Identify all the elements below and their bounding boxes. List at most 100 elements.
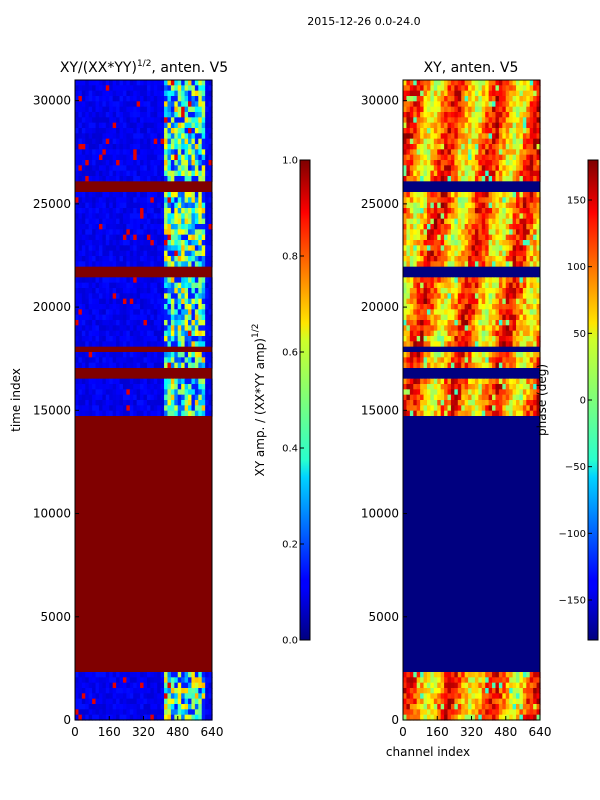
amplitude-cell <box>109 96 114 102</box>
amplitude-cell <box>95 352 100 358</box>
amplitude-cell <box>92 309 97 316</box>
amplitude-cell <box>85 405 90 412</box>
phase-cell <box>409 149 414 156</box>
amplitude-cell <box>129 165 134 172</box>
phase-cell <box>509 250 514 257</box>
phase-cell <box>423 112 428 118</box>
amplitude-cell <box>98 256 103 262</box>
phase-cell <box>526 240 531 246</box>
amplitude-cell <box>201 677 206 684</box>
amplitude-cell <box>198 192 203 198</box>
amplitude-cell <box>105 693 110 700</box>
amplitude-cell <box>201 112 206 118</box>
phase-cell <box>403 229 408 236</box>
amplitude-cell <box>170 282 175 289</box>
phase-cell <box>403 165 408 172</box>
amplitude-cell <box>78 261 83 268</box>
amplitude-cell <box>208 378 213 385</box>
phase-cell <box>509 170 514 177</box>
amplitude-cell <box>181 234 186 241</box>
amplitude-cell <box>102 101 107 108</box>
amplitude-cell <box>78 106 83 113</box>
amplitude-cell <box>112 282 117 289</box>
amplitude-saturated-row <box>75 570 212 577</box>
phase-cell <box>464 250 469 257</box>
amplitude-cell <box>188 106 193 113</box>
phase-cell <box>457 165 462 172</box>
phase-cell <box>406 309 411 316</box>
amplitude-saturated-row <box>75 656 212 662</box>
amplitude-cell <box>160 138 165 145</box>
phase-cell <box>495 314 500 321</box>
phase-cell <box>478 320 483 326</box>
phase-cell <box>512 96 517 102</box>
phase-cell <box>526 122 531 129</box>
phase-cell <box>447 202 452 209</box>
amplitude-saturated-row <box>75 437 212 444</box>
phase-cell <box>509 80 514 86</box>
amplitude-cell <box>136 330 141 337</box>
amplitude-cell <box>95 677 100 684</box>
amplitude-cell <box>112 394 117 401</box>
amplitude-cell <box>85 165 90 172</box>
amplitude-cell <box>191 202 196 209</box>
amplitude-cell <box>78 320 83 326</box>
phase-cell <box>450 96 455 102</box>
amplitude-cell <box>119 394 124 401</box>
amplitude-cell <box>126 250 131 257</box>
amplitude-cell <box>119 224 124 230</box>
amplitude-cell <box>102 405 107 412</box>
amplitude-cell <box>208 320 213 326</box>
amplitude-cell <box>157 144 162 150</box>
amplitude-cell <box>136 90 141 97</box>
phase-cell <box>403 160 408 166</box>
phase-cell <box>492 213 497 220</box>
amplitude-cell <box>174 128 179 134</box>
amplitude-cell <box>78 389 83 396</box>
amplitude-cell <box>194 176 199 182</box>
phase-cell <box>481 288 486 294</box>
phase-cell <box>519 133 524 140</box>
phase-cell <box>413 202 418 209</box>
phase-cell <box>485 106 490 113</box>
amplitude-cell <box>88 208 93 214</box>
amplitude-cell <box>188 101 193 108</box>
amplitude-cell <box>116 154 121 161</box>
amplitude-cell <box>181 213 186 220</box>
amplitude-cell <box>98 698 103 705</box>
amplitude-cell <box>184 122 189 129</box>
amplitude-cell <box>102 378 107 385</box>
amplitude-cell <box>208 288 213 294</box>
amplitude-cell <box>164 336 169 342</box>
amplitude-cell <box>85 160 90 166</box>
phase-cell <box>423 400 428 406</box>
amplitude-cell <box>109 218 114 225</box>
phase-cell <box>498 101 503 108</box>
amplitude-cell <box>205 325 210 332</box>
phase-cell <box>457 245 462 252</box>
amplitude-cell <box>88 293 93 300</box>
phase-cell <box>457 149 462 156</box>
phase-cell <box>468 160 473 166</box>
amplitude-cell <box>205 245 210 252</box>
phase-cell <box>433 400 438 406</box>
amplitude-cell <box>85 325 90 332</box>
amplitude-cell <box>129 325 134 332</box>
phase-cell <box>430 128 435 134</box>
phase-cell <box>533 282 538 289</box>
amplitude-cell <box>75 688 80 694</box>
phase-cell <box>536 277 541 284</box>
phase-cell <box>444 101 449 108</box>
phase-cell <box>536 362 541 369</box>
phase-cell <box>416 277 421 284</box>
phase-cell <box>450 282 455 289</box>
amplitude-cell <box>157 213 162 220</box>
phase-cell <box>488 352 493 358</box>
phase-cell <box>505 378 510 385</box>
amplitude-cell <box>136 208 141 214</box>
phase-cell <box>420 384 425 390</box>
amplitude-cell <box>98 293 103 300</box>
phase-cell <box>423 389 428 396</box>
phase-cell <box>522 117 527 124</box>
phase-cell <box>440 85 445 92</box>
